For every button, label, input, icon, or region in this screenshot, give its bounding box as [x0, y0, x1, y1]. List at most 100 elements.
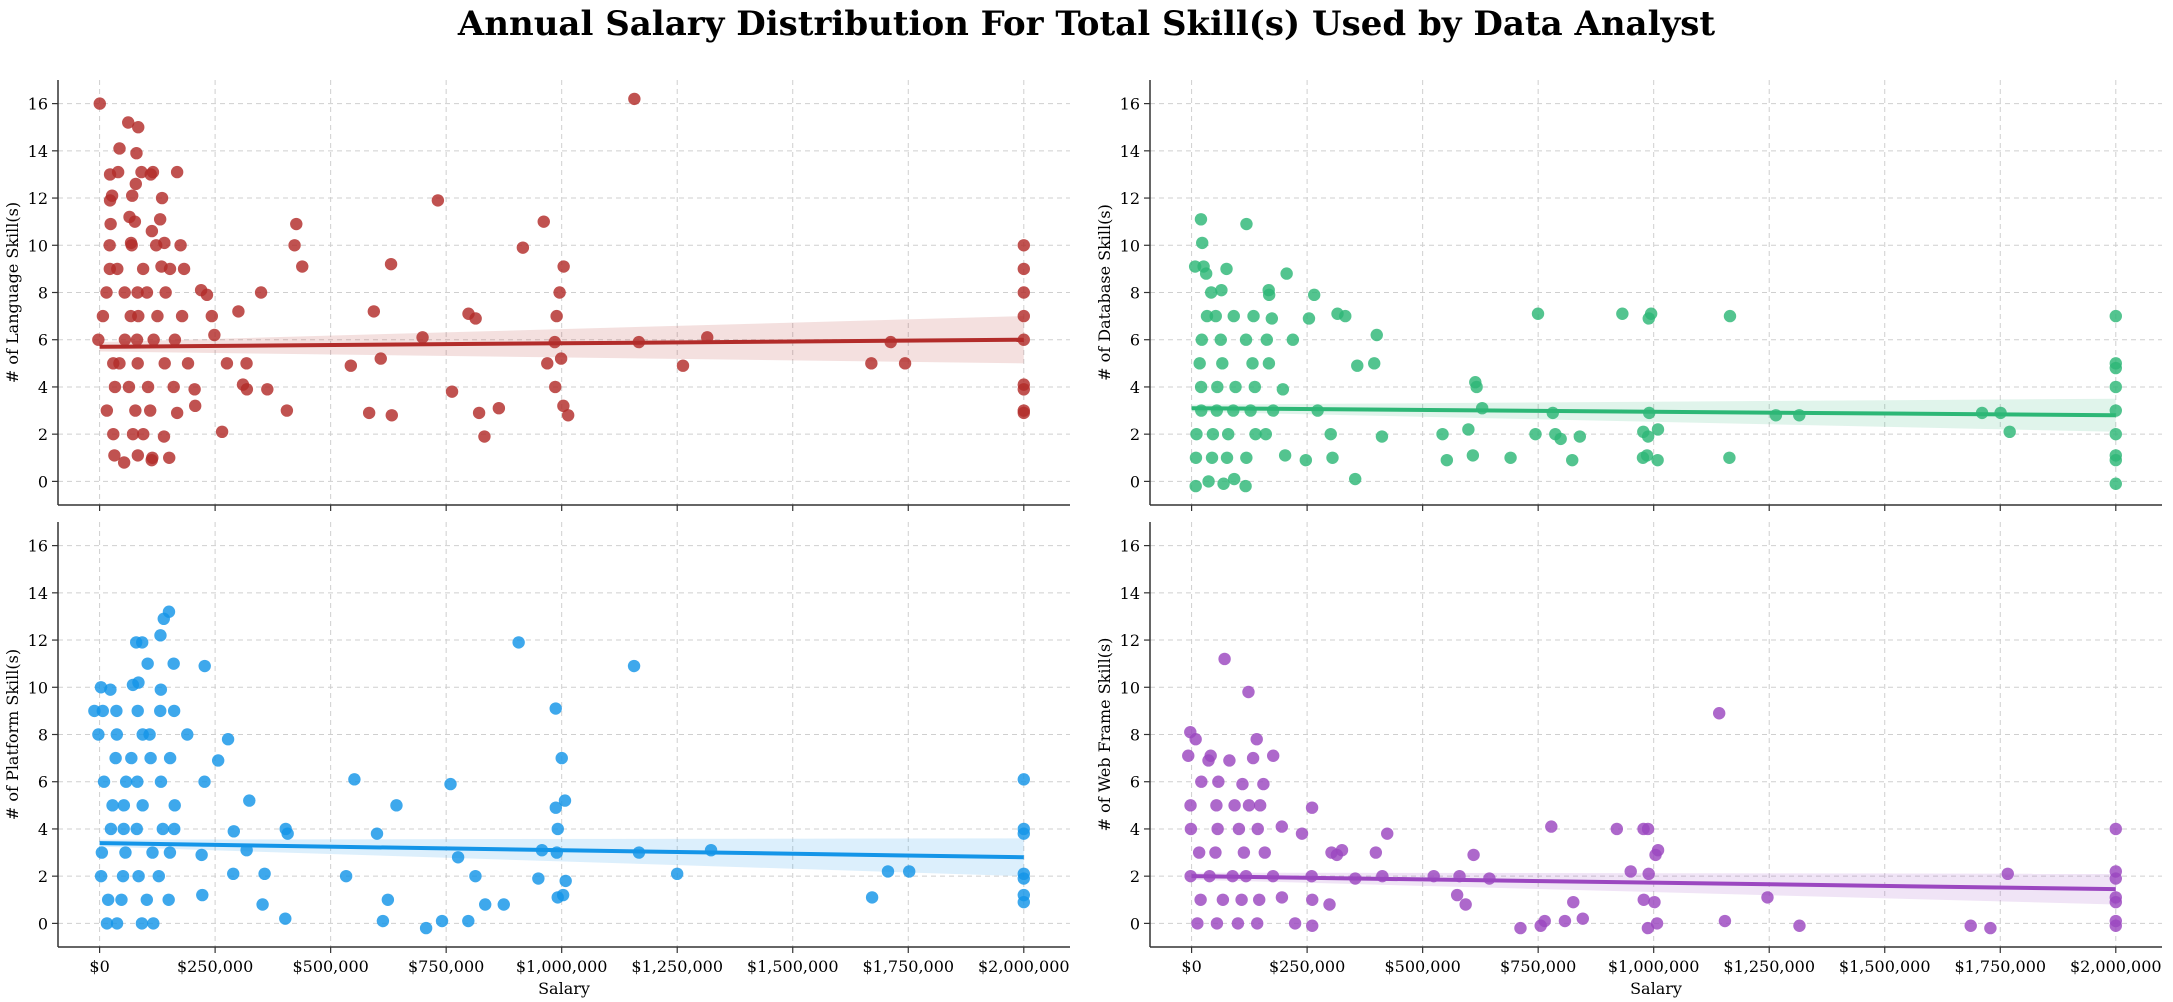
data-point	[1470, 380, 1483, 394]
y-tick-label: 16	[28, 537, 48, 556]
data-point	[167, 380, 180, 394]
data-point	[339, 869, 353, 883]
data-point	[1335, 843, 1349, 857]
data-point	[1348, 472, 1362, 486]
y-tick-label: 14	[28, 584, 48, 603]
data-point	[1246, 357, 1259, 370]
data-point	[1232, 822, 1246, 836]
data-point	[129, 177, 143, 191]
data-point	[1209, 846, 1222, 859]
page-title: Annual Salary Distribution For Total Ski…	[457, 4, 1716, 44]
data-point	[1984, 921, 1997, 935]
data-point	[1017, 773, 1030, 786]
data-point	[163, 846, 177, 859]
data-point	[676, 359, 690, 372]
data-point	[390, 799, 403, 812]
data-point	[1200, 309, 1214, 323]
data-point	[1184, 869, 1197, 883]
data-point	[1205, 451, 1219, 464]
data-point	[1534, 919, 1547, 932]
data-point	[2109, 919, 2122, 932]
data-point	[1462, 423, 1475, 436]
data-point	[136, 262, 150, 276]
data-point	[554, 352, 568, 365]
data-point	[1220, 451, 1234, 464]
x-tick-label: $1,500,000	[747, 957, 839, 976]
data-point	[1017, 262, 1030, 276]
data-point	[147, 917, 160, 930]
data-point	[122, 380, 136, 394]
data-point	[1222, 427, 1235, 441]
data-point	[115, 893, 128, 906]
x-tick-label: $0	[1181, 957, 1201, 976]
data-point	[92, 333, 105, 346]
y-tick-label: 2	[1130, 867, 1140, 886]
x-tick-label: $750,000	[408, 957, 484, 976]
data-point	[159, 286, 172, 299]
data-point	[478, 430, 491, 443]
y-tick-label: 12	[28, 631, 48, 650]
data-point	[131, 286, 144, 299]
data-point	[94, 869, 108, 883]
data-point	[1566, 453, 1579, 467]
data-point	[135, 636, 149, 649]
data-point	[1017, 404, 1030, 417]
data-point	[1191, 917, 1204, 930]
data-point	[113, 142, 126, 155]
data-point	[1723, 451, 1736, 464]
data-point	[1718, 914, 1732, 928]
data-point	[348, 773, 361, 786]
data-point	[1017, 309, 1030, 323]
data-point	[113, 357, 126, 370]
data-point	[1276, 383, 1290, 396]
data-point	[132, 869, 145, 883]
data-point	[95, 846, 109, 859]
data-point	[1573, 430, 1587, 443]
data-point	[240, 357, 253, 370]
y-tick-label: 0	[1130, 472, 1140, 491]
y-tick-label: 12	[1120, 189, 1140, 208]
data-point	[549, 702, 562, 715]
data-point	[1017, 872, 1030, 885]
data-point	[553, 286, 566, 299]
data-point	[1189, 479, 1202, 493]
data-point	[1640, 449, 1654, 462]
data-point	[143, 728, 156, 741]
data-point	[1195, 775, 1208, 788]
data-point	[549, 801, 563, 814]
data-point	[1250, 733, 1263, 746]
data-point	[1017, 827, 1030, 840]
data-point	[898, 357, 912, 370]
data-point	[157, 612, 170, 626]
data-point	[1194, 213, 1208, 226]
data-point	[344, 359, 358, 372]
y-tick-label: 6	[38, 773, 48, 792]
data-point	[1214, 333, 1227, 346]
data-point	[469, 312, 482, 325]
y-tick-label: 2	[38, 867, 48, 886]
data-point	[1375, 430, 1389, 443]
data-point	[188, 383, 201, 396]
data-point	[1206, 427, 1220, 441]
data-point	[1194, 380, 1208, 394]
data-point	[1275, 820, 1289, 833]
data-point	[94, 681, 108, 694]
data-point	[444, 777, 457, 791]
data-point	[256, 898, 269, 911]
data-point	[280, 404, 294, 417]
data-point	[1251, 822, 1264, 836]
data-point	[1648, 895, 1661, 909]
data-point	[557, 260, 570, 273]
data-point	[628, 92, 641, 106]
data-point	[1514, 921, 1527, 935]
y-tick-label: 10	[28, 678, 48, 697]
data-point	[1231, 917, 1245, 930]
data-point	[512, 636, 525, 649]
data-point	[117, 822, 130, 836]
y-tick-label: 2	[38, 425, 48, 444]
data-point	[1248, 380, 1262, 394]
data-point	[1288, 917, 1302, 930]
data-point	[1193, 357, 1206, 370]
data-point	[1305, 801, 1319, 814]
data-point	[492, 401, 506, 415]
